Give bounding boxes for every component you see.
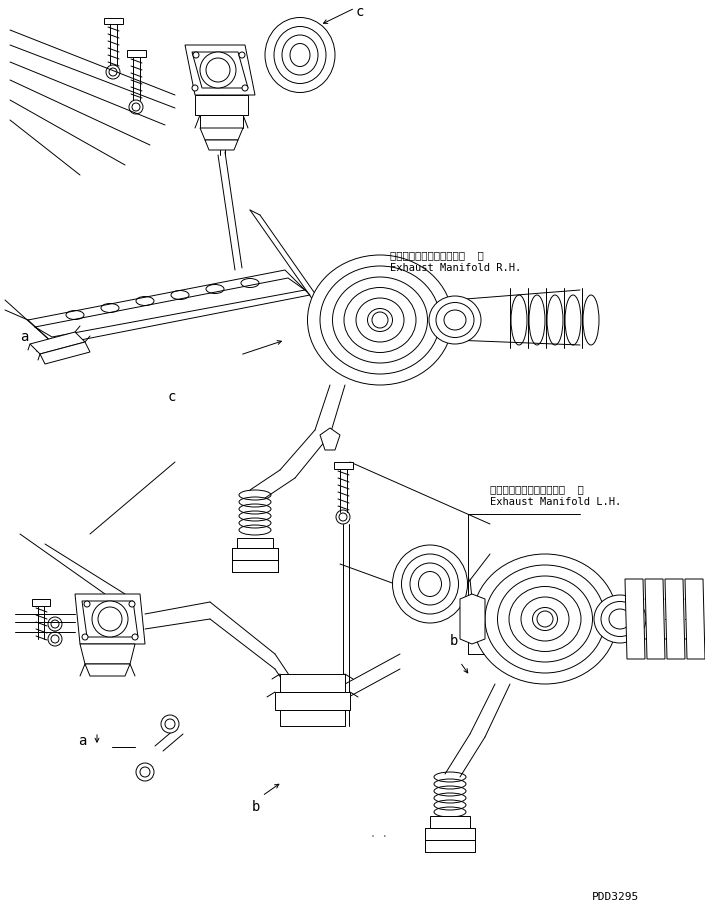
Bar xyxy=(280,674,345,692)
Bar xyxy=(425,840,475,852)
Ellipse shape xyxy=(307,255,453,385)
Circle shape xyxy=(92,601,128,637)
Text: . .: . . xyxy=(370,829,388,839)
Ellipse shape xyxy=(594,595,646,643)
Circle shape xyxy=(372,312,388,328)
Polygon shape xyxy=(200,128,243,140)
Polygon shape xyxy=(82,601,138,637)
Circle shape xyxy=(242,85,248,91)
Bar xyxy=(237,538,273,548)
Bar xyxy=(232,560,278,572)
Bar xyxy=(430,816,470,828)
Bar xyxy=(232,548,278,560)
Circle shape xyxy=(82,634,88,640)
Circle shape xyxy=(192,85,198,91)
Text: a: a xyxy=(78,734,87,748)
Circle shape xyxy=(136,763,154,781)
Text: Exhaust Manifold R.H.: Exhaust Manifold R.H. xyxy=(390,263,521,273)
Ellipse shape xyxy=(429,296,481,344)
Polygon shape xyxy=(30,332,85,354)
Text: a: a xyxy=(20,330,28,344)
Polygon shape xyxy=(320,428,340,450)
Polygon shape xyxy=(32,599,50,606)
Bar xyxy=(275,692,350,710)
Polygon shape xyxy=(205,140,238,150)
Polygon shape xyxy=(200,115,243,128)
Bar xyxy=(280,710,345,726)
Text: Exhaust Manifold L.H.: Exhaust Manifold L.H. xyxy=(490,497,621,507)
Polygon shape xyxy=(665,579,685,659)
Polygon shape xyxy=(685,579,705,659)
Polygon shape xyxy=(460,594,485,644)
Ellipse shape xyxy=(265,17,335,93)
Circle shape xyxy=(129,601,135,607)
Text: エキゾーストマニホールド  右: エキゾーストマニホールド 右 xyxy=(390,250,484,260)
Polygon shape xyxy=(85,664,130,676)
Polygon shape xyxy=(192,52,248,88)
Circle shape xyxy=(537,611,553,627)
Circle shape xyxy=(193,52,199,58)
Polygon shape xyxy=(104,18,123,24)
Polygon shape xyxy=(334,462,353,469)
Polygon shape xyxy=(195,95,248,115)
Polygon shape xyxy=(40,342,90,364)
Text: c: c xyxy=(168,390,176,404)
Polygon shape xyxy=(645,579,665,659)
Bar xyxy=(425,828,475,840)
Text: エキゾーストマニホールド  左: エキゾーストマニホールド 左 xyxy=(490,484,584,494)
Circle shape xyxy=(84,601,90,607)
Text: b: b xyxy=(252,800,260,814)
Circle shape xyxy=(161,715,179,733)
Text: PDD3295: PDD3295 xyxy=(592,892,639,902)
Circle shape xyxy=(239,52,245,58)
Polygon shape xyxy=(185,45,255,95)
Text: c: c xyxy=(356,5,364,19)
Ellipse shape xyxy=(472,554,618,684)
Polygon shape xyxy=(127,50,146,57)
Polygon shape xyxy=(75,594,145,644)
Circle shape xyxy=(200,52,236,88)
Ellipse shape xyxy=(393,545,467,623)
Circle shape xyxy=(132,634,138,640)
Polygon shape xyxy=(625,579,645,659)
Polygon shape xyxy=(80,644,135,664)
Text: b: b xyxy=(450,634,458,648)
